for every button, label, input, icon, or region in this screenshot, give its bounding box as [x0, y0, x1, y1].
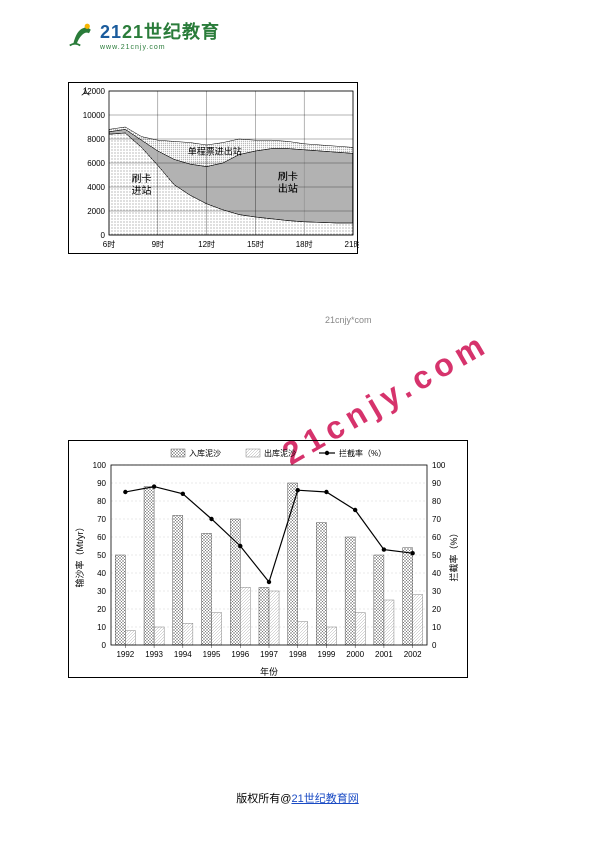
svg-text:90: 90 — [432, 479, 441, 488]
svg-text:80: 80 — [97, 497, 106, 506]
logo-runner-icon — [68, 21, 96, 49]
svg-text:2000: 2000 — [87, 207, 105, 216]
svg-text:40: 40 — [97, 569, 106, 578]
svg-text:6000: 6000 — [87, 159, 105, 168]
svg-text:10000: 10000 — [83, 111, 106, 120]
svg-text:2002: 2002 — [404, 650, 422, 659]
svg-text:6时: 6时 — [103, 239, 115, 249]
svg-text:1997: 1997 — [260, 650, 278, 659]
svg-text:出站: 出站 — [278, 182, 298, 195]
svg-text:1999: 1999 — [318, 650, 336, 659]
svg-text:80: 80 — [432, 497, 441, 506]
svg-text:10: 10 — [97, 623, 106, 632]
svg-text:进站: 进站 — [132, 184, 152, 197]
svg-text:刷卡: 刷卡 — [132, 172, 152, 185]
svg-text:刷卡: 刷卡 — [278, 170, 298, 183]
svg-text:15时: 15时 — [247, 239, 264, 249]
svg-text:40: 40 — [432, 569, 441, 578]
svg-text:出库泥沙: 出库泥沙 — [264, 448, 296, 458]
svg-text:1994: 1994 — [174, 650, 192, 659]
svg-text:2001: 2001 — [375, 650, 393, 659]
passenger-flow-chart: 0200040006000800010000120006时9时12时15时18时… — [68, 82, 358, 254]
svg-text:30: 30 — [432, 587, 441, 596]
svg-text:20: 20 — [97, 605, 106, 614]
svg-text:20: 20 — [432, 605, 441, 614]
svg-text:50: 50 — [432, 551, 441, 560]
svg-text:8000: 8000 — [87, 135, 105, 144]
svg-text:60: 60 — [97, 533, 106, 542]
svg-text:单程票进出站: 单程票进出站 — [188, 146, 242, 157]
svg-text:1993: 1993 — [145, 650, 163, 659]
svg-text:人: 人 — [81, 87, 90, 97]
sediment-chart: 0 0 10 10 20 20 30 30 40 40 50 50 60 60 70 70 80 80 90 90 10… — [68, 440, 468, 678]
svg-text:0: 0 — [101, 231, 106, 240]
svg-text:70: 70 — [97, 515, 106, 524]
page-footer: 版权所有@21世纪教育网 — [0, 790, 595, 806]
svg-text:年份: 年份 — [260, 666, 278, 677]
svg-text:50: 50 — [97, 551, 106, 560]
svg-text:0: 0 — [102, 641, 107, 650]
svg-text:1998: 1998 — [289, 650, 307, 659]
svg-text:输沙率（Mt/yr）: 输沙率（Mt/yr） — [74, 523, 85, 588]
watermark-small: 21cnjy*com — [325, 315, 372, 325]
svg-text:9时: 9时 — [152, 239, 164, 249]
site-logo: 2121世纪教育 www.21cnjy.com — [68, 18, 220, 51]
footer-prefix: 版权所有@ — [236, 793, 291, 805]
svg-text:100: 100 — [93, 461, 107, 470]
svg-text:4000: 4000 — [87, 183, 105, 192]
svg-text:10: 10 — [432, 623, 441, 632]
svg-text:1996: 1996 — [231, 650, 249, 659]
svg-text:100: 100 — [432, 461, 446, 470]
svg-text:60: 60 — [432, 533, 441, 542]
svg-text:入库泥沙: 入库泥沙 — [189, 448, 221, 458]
svg-text:0: 0 — [432, 641, 437, 650]
footer-link[interactable]: 21世纪教育网 — [291, 793, 358, 805]
svg-text:拦截率（%）: 拦截率（%） — [448, 528, 459, 581]
svg-text:1995: 1995 — [203, 650, 221, 659]
svg-text:2000: 2000 — [346, 650, 364, 659]
logo-text: 2121世纪教育 www.21cnjy.com — [100, 18, 220, 51]
svg-text:21时: 21时 — [345, 239, 359, 249]
svg-text:12时: 12时 — [198, 239, 215, 249]
svg-text:拦截率（%）: 拦截率（%） — [339, 448, 386, 458]
svg-text:1992: 1992 — [116, 650, 134, 659]
svg-text:90: 90 — [97, 479, 106, 488]
svg-text:18时: 18时 — [296, 239, 313, 249]
svg-text:70: 70 — [432, 515, 441, 524]
svg-text:30: 30 — [97, 587, 106, 596]
